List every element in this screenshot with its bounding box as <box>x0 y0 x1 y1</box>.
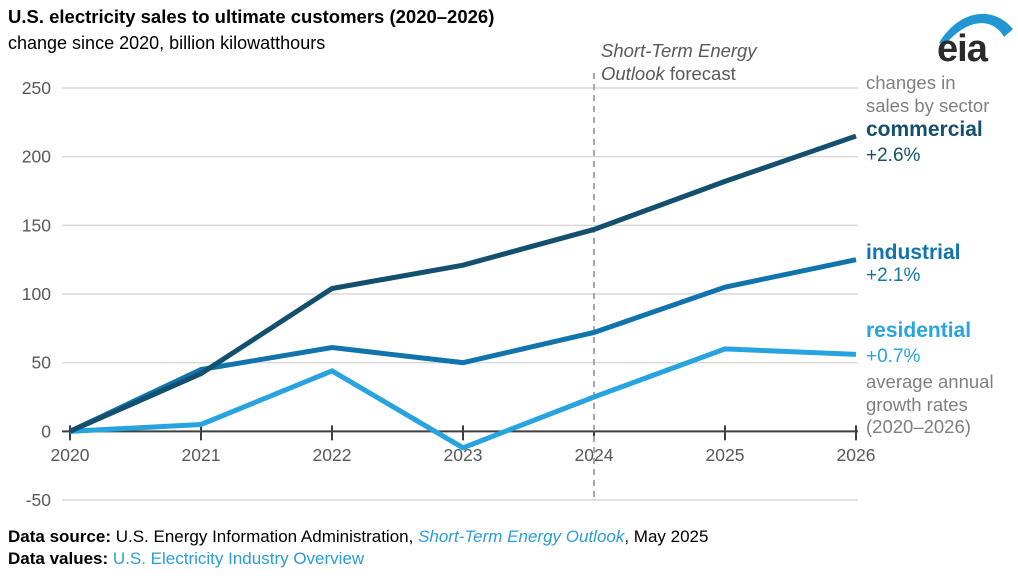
footer-values-link[interactable]: U.S. Electricity Industry Overview <box>112 549 365 568</box>
footer-values-line: Data values: U.S. Electricity Industry O… <box>8 549 364 569</box>
footer-source-line: Data source: U.S. Energy Information Adm… <box>8 527 708 547</box>
legend-label-industrial: industrial <box>866 241 961 264</box>
footer-source-link[interactable]: Short-Term Energy Outlook <box>418 527 625 546</box>
x-axis-label: 2021 <box>182 445 221 465</box>
footer-source-text: U.S. Energy Information Administration, <box>115 527 419 546</box>
x-axis-label: 2023 <box>444 445 483 465</box>
footer-source-suffix: , May 2025 <box>624 527 709 546</box>
eia-logo-swoosh-icon <box>939 13 1013 45</box>
eia-logo: eia <box>937 13 1013 68</box>
legend-caption-top: changes in sales by sector <box>866 72 990 116</box>
legend-growth-residential: +0.7% <box>866 346 921 367</box>
x-axis-label: 2024 <box>575 445 614 465</box>
series-line-industrial <box>68 257 857 434</box>
y-axis-label: 0 <box>41 421 51 441</box>
page-subtitle: change since 2020, billion kilowatthours <box>8 33 326 53</box>
x-axis-label: 2025 <box>706 445 745 465</box>
y-axis-label: -50 <box>26 490 52 510</box>
legend-caption-bottom: average annual growth rates (2020–2026) <box>866 371 994 437</box>
x-axis-label: 2026 <box>837 445 876 465</box>
forecast-annotation: Short-Term Energy Outlook forecast <box>601 40 757 85</box>
y-axis-label: 200 <box>22 147 51 167</box>
y-axis-label: 250 <box>22 78 51 98</box>
y-axis-label: 100 <box>22 284 51 304</box>
forecast-annotation-line2-regular: forecast <box>664 62 736 84</box>
legend-label-residential: residential <box>866 319 972 342</box>
y-axis-label: 150 <box>22 215 51 235</box>
x-axis-label: 2020 <box>51 445 90 465</box>
page-title: U.S. electricity sales to ultimate custo… <box>8 6 495 27</box>
eia-logo-text: eia <box>937 28 989 68</box>
y-axis-label: 50 <box>32 353 52 373</box>
legend-growth-industrial: +2.1% <box>866 265 921 286</box>
series-line-commercial <box>68 133 857 434</box>
footer-values-label: Data values: <box>8 549 113 568</box>
legend-label-commercial: commercial <box>866 118 983 141</box>
series-line-residential <box>69 346 857 451</box>
forecast-annotation-line2-italic: Outlook <box>601 62 665 84</box>
footer-source-label: Data source: <box>8 527 116 546</box>
line-chart: 250 200 150 100 50 0 -50 2020 2021 2022 2023 2024 20… <box>22 73 876 510</box>
legend-growth-commercial: +2.6% <box>866 145 921 166</box>
x-axis-label: 2022 <box>313 445 352 465</box>
forecast-annotation-line1: Short-Term Energy <box>601 40 757 61</box>
